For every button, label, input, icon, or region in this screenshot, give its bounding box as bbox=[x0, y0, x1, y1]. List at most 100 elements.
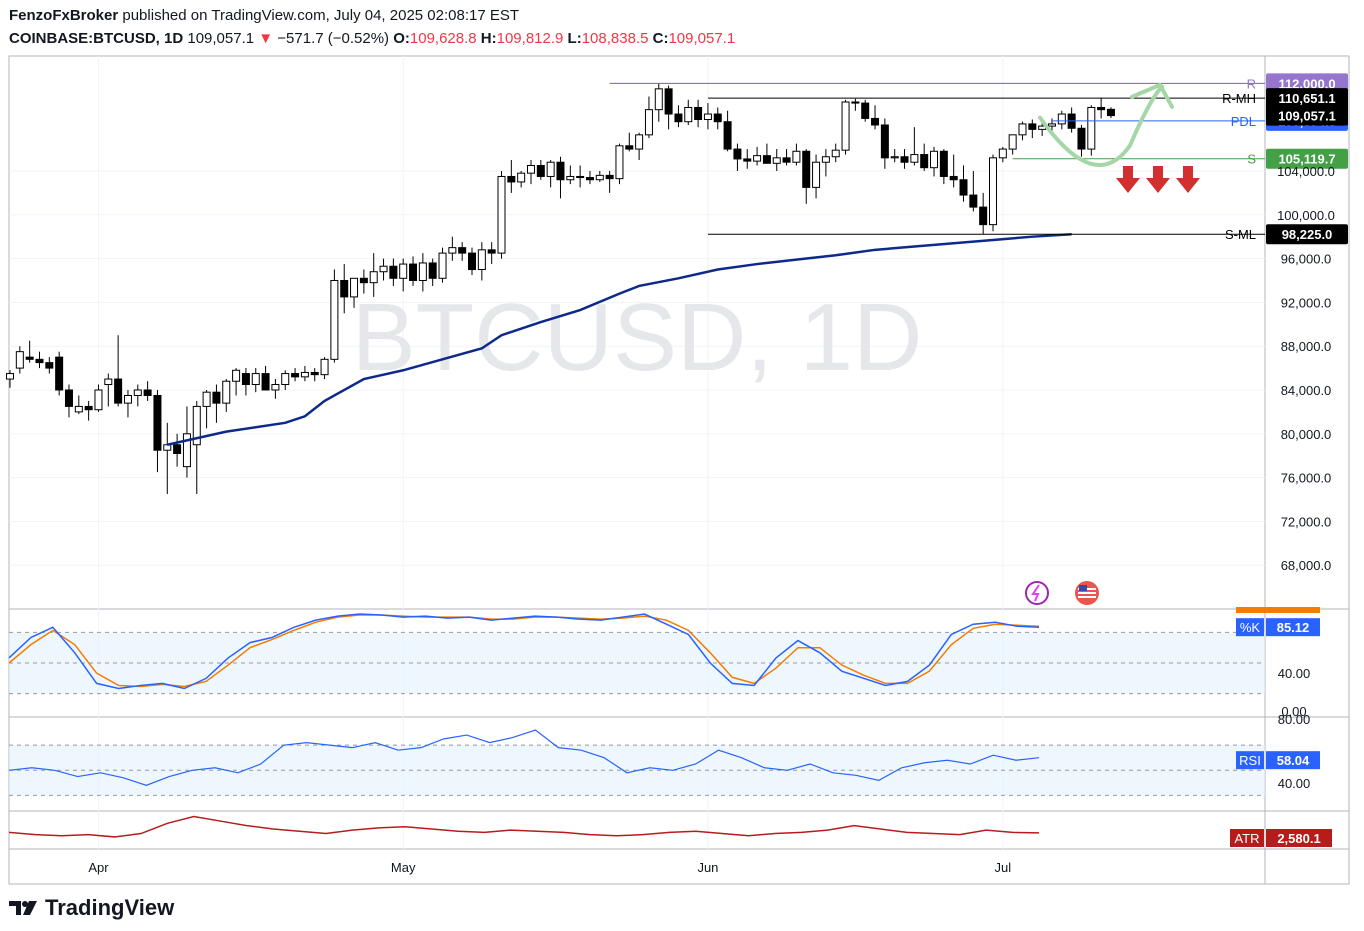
candle-body bbox=[261, 373, 270, 391]
candle-body bbox=[890, 156, 899, 159]
candle-body bbox=[507, 175, 516, 183]
candle-body bbox=[546, 161, 555, 177]
candle-body bbox=[340, 279, 349, 298]
candle-body bbox=[153, 394, 162, 451]
down-arrow-icon: ▼ bbox=[258, 30, 274, 47]
stoch-label: %K bbox=[1240, 620, 1261, 635]
projection-arrowhead bbox=[1130, 82, 1174, 109]
candle-body bbox=[664, 88, 673, 115]
time-axis[interactable]: Apr May Jun Jul bbox=[88, 860, 1011, 875]
rsi-value-tag bbox=[1266, 751, 1320, 770]
stoch-bottom-tick: 0.00 bbox=[1281, 704, 1306, 719]
level-tag-s-ml bbox=[1266, 224, 1348, 245]
candle-body bbox=[1018, 123, 1027, 136]
candle-body bbox=[605, 174, 614, 180]
candle-body bbox=[585, 177, 594, 181]
candle-body bbox=[477, 249, 486, 271]
close-label: C: bbox=[652, 30, 669, 47]
candle-body bbox=[1057, 113, 1066, 125]
level-name-s: S bbox=[1247, 152, 1256, 167]
price-tick-label: 76,000.0 bbox=[1281, 471, 1332, 486]
candle-body bbox=[556, 161, 565, 181]
candle-body bbox=[1047, 123, 1056, 127]
candle-body bbox=[84, 405, 93, 411]
candle-body bbox=[949, 175, 958, 181]
projection-curve bbox=[1038, 84, 1164, 167]
candle-body bbox=[173, 444, 182, 455]
brand-name: TradingView bbox=[45, 895, 175, 920]
time-tick-label: Jun bbox=[697, 860, 718, 875]
price-tick-label: 80,000.0 bbox=[1281, 427, 1332, 442]
level-name-r-mh: R-MH bbox=[1222, 91, 1256, 106]
candle-body bbox=[1106, 108, 1115, 117]
candle-body bbox=[841, 101, 850, 151]
candle-body bbox=[104, 378, 113, 386]
candle-body bbox=[6, 373, 14, 380]
flash-icon[interactable] bbox=[1025, 581, 1049, 605]
ma-polyline bbox=[167, 232, 1072, 446]
rsi-value: 58.04 bbox=[1277, 753, 1310, 768]
author-name[interactable]: FenzoFxBroker bbox=[9, 7, 119, 24]
candle-body bbox=[389, 265, 398, 279]
candle-body bbox=[753, 155, 762, 162]
stoch-tick: 40.00 bbox=[1278, 666, 1311, 681]
candle-body bbox=[566, 175, 575, 181]
grid-lines bbox=[9, 56, 1265, 849]
candle-body bbox=[831, 149, 840, 158]
tradingview-logo[interactable]: TradingView bbox=[9, 895, 174, 921]
time-tick-label: May bbox=[391, 860, 416, 875]
candle-body bbox=[998, 148, 1007, 159]
publish-info: FenzoFxBroker published on TradingView.c… bbox=[9, 7, 519, 24]
candle-body bbox=[812, 161, 821, 188]
candle-body bbox=[910, 154, 919, 163]
candle-body bbox=[871, 117, 880, 126]
open-label: O: bbox=[393, 30, 410, 47]
candle-body bbox=[418, 262, 427, 281]
rsi-tick: 40.00 bbox=[1278, 776, 1311, 791]
candle-body bbox=[487, 249, 496, 254]
candle-body bbox=[969, 194, 978, 208]
price-tick-label: 68,000.0 bbox=[1281, 558, 1332, 573]
price-tick-label: 84,000.0 bbox=[1281, 383, 1332, 398]
level-name-r: R bbox=[1247, 76, 1256, 91]
us-flag-icon[interactable] bbox=[1075, 581, 1099, 605]
rsi-pane: 80.00 40.00 0.00 RSI 58.04 bbox=[8, 704, 1320, 796]
candle-body bbox=[644, 109, 653, 136]
candle-body bbox=[821, 156, 830, 163]
candle-body bbox=[64, 389, 73, 407]
candle-body bbox=[350, 277, 359, 298]
low-label: L: bbox=[567, 30, 582, 47]
candle-body bbox=[143, 389, 152, 396]
stoch-value: 85.12 bbox=[1277, 620, 1310, 635]
down-arrow-icon bbox=[1176, 166, 1200, 193]
candle-body bbox=[703, 113, 712, 121]
candle-body bbox=[133, 389, 142, 396]
time-tick-label: Apr bbox=[88, 860, 109, 875]
plot-frame bbox=[8, 55, 1350, 885]
stoch-value-tag bbox=[1266, 618, 1320, 637]
candle-body bbox=[163, 444, 172, 451]
candle-body bbox=[94, 389, 103, 411]
symbol-name[interactable]: COINBASE:BTCUSD, 1D bbox=[9, 30, 184, 47]
atr-value-tag bbox=[1266, 829, 1332, 847]
candle-body bbox=[1028, 123, 1037, 130]
price-axis[interactable]: 68,000.0 72,000.0 76,000.0 80,000.0 84,000.0… bbox=[1277, 164, 1335, 573]
candle-body bbox=[635, 134, 644, 150]
level-value-s-ml: 98,225.0 bbox=[1282, 227, 1333, 242]
candle-body bbox=[989, 157, 997, 226]
atr-line bbox=[8, 815, 1040, 838]
candle-body bbox=[320, 358, 329, 376]
candle-body bbox=[114, 378, 123, 404]
candle-body bbox=[330, 279, 339, 360]
price-tick-label: 104,000.0 bbox=[1277, 164, 1335, 179]
time-tick-label: Jul bbox=[995, 860, 1012, 875]
atr-label-tag bbox=[1230, 829, 1264, 847]
level-name-pdl: PDL bbox=[1231, 114, 1256, 129]
rsi-line bbox=[8, 729, 1040, 787]
candle-body bbox=[1087, 106, 1096, 150]
level-name-s-ml: S-ML bbox=[1225, 227, 1256, 242]
level-tag-r-mh bbox=[1266, 88, 1348, 109]
close-value: 109,057.1 bbox=[668, 30, 736, 47]
down-arrow-icon bbox=[1116, 166, 1140, 193]
